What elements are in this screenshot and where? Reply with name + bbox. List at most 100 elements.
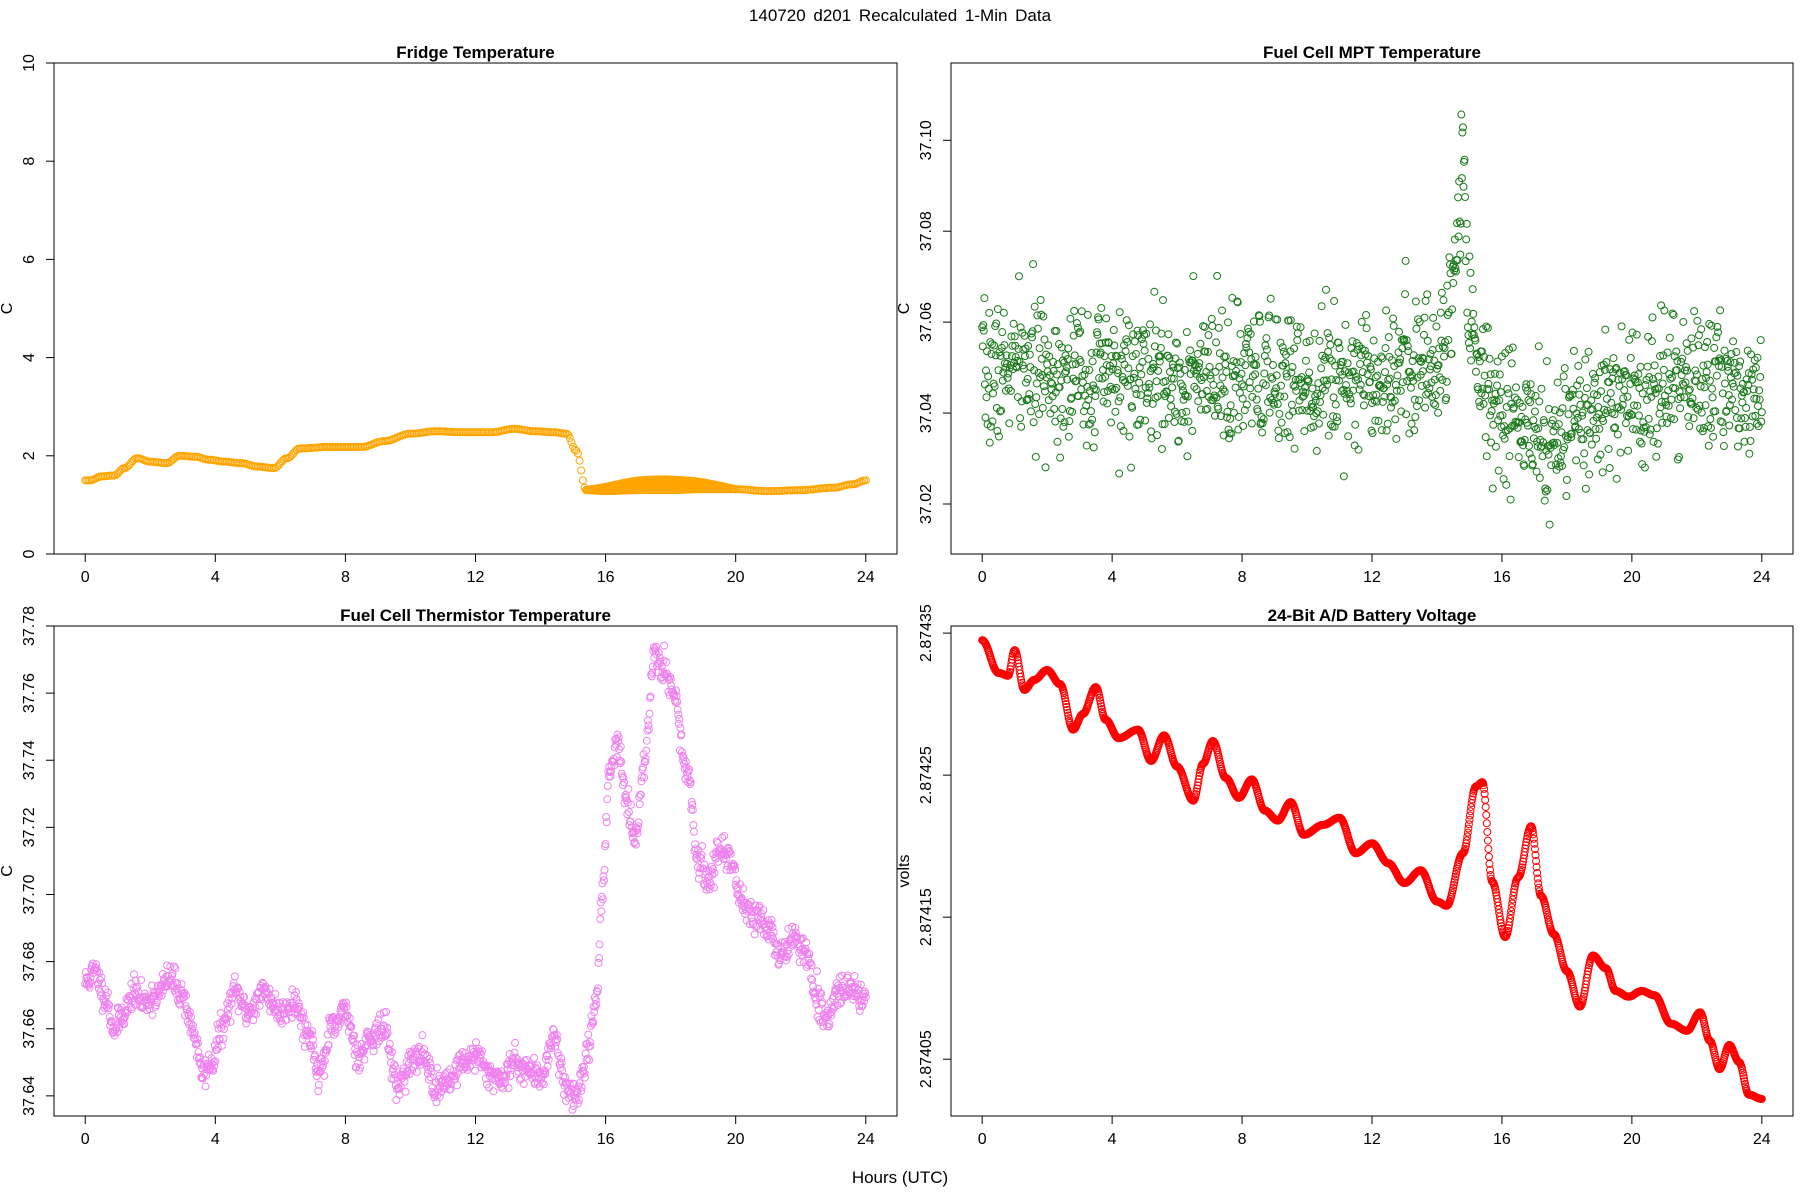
data-point: [1547, 461, 1556, 470]
data-series: [978, 636, 1766, 1103]
data-point: [1362, 310, 1371, 319]
data-point: [1411, 297, 1420, 306]
data-point: [1436, 308, 1445, 317]
data-point: [1676, 393, 1685, 402]
data-point: [861, 476, 870, 485]
data-point: [1233, 298, 1242, 307]
data-point: [987, 349, 996, 358]
data-point: [1136, 391, 1145, 400]
data-point: [1157, 329, 1166, 338]
data-point: [1459, 182, 1468, 191]
data-point: [289, 1003, 298, 1012]
data-point: [1475, 397, 1484, 406]
data-point: [1451, 267, 1460, 276]
data-point: [299, 1008, 308, 1017]
data-point: [1304, 376, 1313, 385]
data-point: [1484, 844, 1493, 853]
data-point: [1622, 371, 1631, 380]
data-point: [1260, 369, 1269, 378]
data-point: [1477, 389, 1486, 398]
data-point: [1391, 415, 1400, 424]
data-point: [1125, 432, 1134, 441]
data-point: [1298, 392, 1307, 401]
data-point: [1550, 440, 1559, 449]
data-point: [1341, 320, 1350, 329]
data-point: [1398, 378, 1407, 387]
data-point: [1025, 350, 1034, 359]
data-point: [1728, 395, 1737, 404]
data-point: [1369, 336, 1378, 345]
data-point: [1738, 398, 1747, 407]
x-tick-label: 20: [727, 1131, 745, 1148]
data-point: [1706, 423, 1715, 432]
data-point: [470, 1066, 479, 1075]
data-point: [1698, 427, 1707, 436]
data-point: [1535, 473, 1544, 482]
y-tick-label: 2.87435: [918, 604, 935, 662]
data-point: [1480, 352, 1489, 361]
data-point: [1393, 359, 1402, 368]
x-tick-label: 24: [857, 569, 875, 586]
data-point: [1183, 452, 1192, 461]
data-point: [1440, 352, 1449, 361]
data-point: [1655, 409, 1664, 418]
data-point: [129, 984, 138, 993]
data-point: [1576, 400, 1585, 409]
data-point: [1146, 320, 1155, 329]
data-point: [1203, 404, 1212, 413]
data-point: [1402, 336, 1411, 345]
data-point: [1620, 367, 1629, 376]
data-point: [1180, 365, 1189, 374]
data-point: [1704, 441, 1713, 450]
data-point: [1423, 336, 1432, 345]
data-point: [1628, 425, 1637, 434]
data-point: [1027, 333, 1036, 342]
data-point: [1204, 331, 1213, 340]
data-point: [1745, 449, 1754, 458]
data-point: [1195, 373, 1204, 382]
data-point: [1504, 389, 1513, 398]
data-point: [193, 1035, 202, 1044]
data-point: [1032, 379, 1041, 388]
data-point: [1247, 355, 1256, 364]
data-point: [1586, 429, 1595, 438]
data-point: [1253, 407, 1262, 416]
data-point: [1645, 373, 1654, 382]
data-point: [1530, 422, 1539, 431]
data-point: [1588, 369, 1597, 378]
data-point: [1290, 344, 1299, 353]
data-point: [382, 1007, 391, 1016]
data-point: [1663, 418, 1672, 427]
data-point: [345, 1014, 354, 1023]
data-point: [1190, 382, 1199, 391]
x-tick-label: 16: [597, 569, 615, 586]
data-point: [1358, 368, 1367, 377]
data-point: [1525, 441, 1534, 450]
data-point: [1150, 287, 1159, 296]
data-point: [1684, 412, 1693, 421]
data-point: [1606, 389, 1615, 398]
data-point: [1016, 414, 1025, 423]
data-point: [1334, 338, 1343, 347]
data-point: [1242, 343, 1251, 352]
data-point: [1567, 433, 1576, 442]
chart-title: Fridge Temperature: [396, 43, 554, 62]
data-point: [1203, 347, 1212, 356]
data-point: [1491, 389, 1500, 398]
data-point: [1035, 410, 1044, 419]
data-point: [472, 1038, 481, 1047]
x-tick-label: 24: [857, 1131, 875, 1148]
data-point: [1069, 331, 1078, 340]
data-point: [216, 1008, 225, 1017]
data-point: [1056, 453, 1065, 462]
data-point: [1287, 368, 1296, 377]
x-tick-label: 4: [1108, 569, 1117, 586]
data-point: [1689, 343, 1698, 352]
data-point: [320, 1056, 329, 1065]
data-point: [392, 1095, 401, 1104]
data-point: [1220, 387, 1229, 396]
data-point: [1081, 365, 1090, 374]
data-point: [1248, 392, 1257, 401]
